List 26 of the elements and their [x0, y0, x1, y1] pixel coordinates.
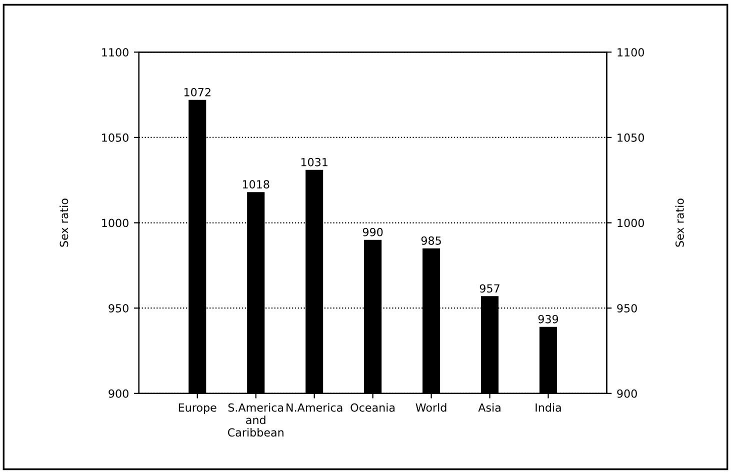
data-label: 1031 [301, 158, 328, 166]
y2-tick-label: 1050 [618, 133, 644, 142]
data-label: 1072 [184, 88, 210, 96]
y-axis-title: Sex ratio [60, 198, 68, 247]
x-tick-label: Asia [478, 403, 500, 412]
data-label: 985 [421, 236, 441, 245]
y-tick-label: 1100 [102, 48, 128, 57]
data-label: 990 [362, 228, 383, 236]
x-tick-label: World [416, 403, 446, 412]
data-label: 957 [480, 284, 500, 293]
y2-tick-label: 900 [617, 389, 637, 398]
x-tick-label: N.America [286, 403, 342, 412]
data-label: 1018 [242, 180, 270, 189]
y2-tick-label: 1100 [618, 48, 644, 57]
data-label: 939 [538, 314, 558, 324]
y2-tick-label: 950 [617, 304, 637, 312]
y-tick-label: 1000 [102, 218, 128, 228]
x-tick-label: India [536, 403, 561, 412]
x-tick-label: Oceania [350, 403, 395, 412]
y-tick-label: 1050 [102, 133, 128, 142]
x-tick-label: S.America and Caribbean [228, 403, 284, 437]
y-tick-label: 950 [108, 304, 128, 312]
y2-tick-label: 1000 [618, 218, 644, 228]
x-tick-label: Europe [178, 403, 216, 414]
y-tick-label: 900 [108, 389, 128, 398]
y2-axis-title: Sex ratio [675, 198, 684, 247]
